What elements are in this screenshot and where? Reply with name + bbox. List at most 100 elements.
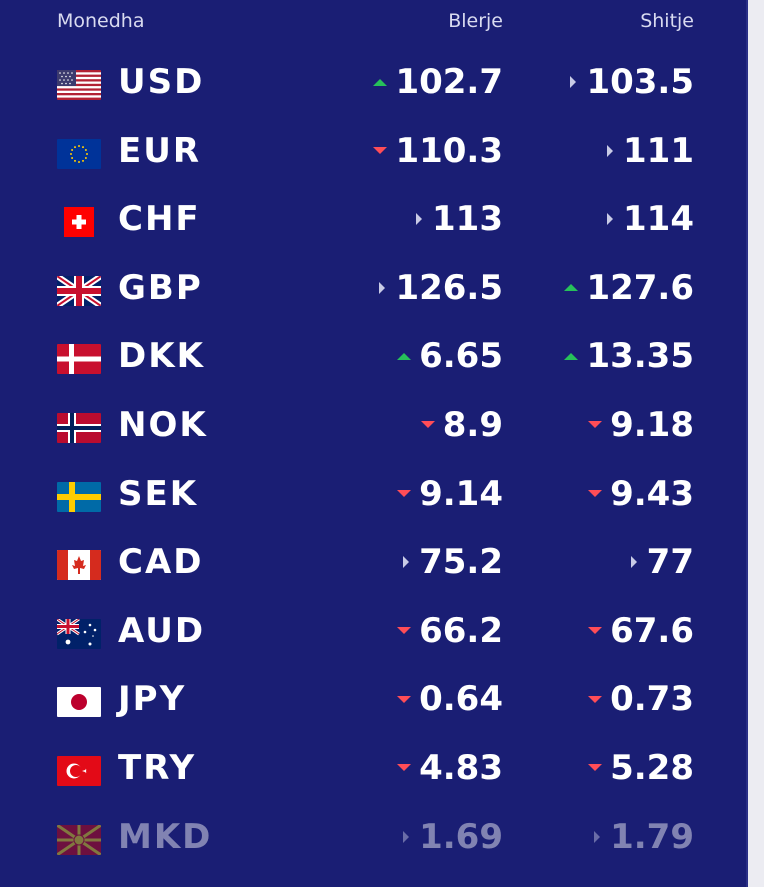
trend-down-icon	[397, 627, 412, 635]
trend-up-icon	[373, 78, 388, 86]
rate-list: USD 102.7 103.5	[0, 50, 748, 873]
currency-code: DKK	[118, 336, 205, 377]
trend-neutral-icon	[403, 556, 410, 569]
sell-value: 0.73	[610, 679, 694, 720]
trend-down-icon	[397, 490, 412, 498]
header-currency: Monedha	[57, 10, 145, 32]
sell-rate: 111	[607, 131, 694, 171]
se-flag-icon	[57, 481, 101, 512]
trend-neutral-icon	[607, 144, 614, 157]
rate-row-usd: USD 102.7 103.5	[0, 50, 748, 119]
rate-row-eur: EUR 110.3 111	[0, 119, 748, 188]
trend-neutral-icon	[570, 76, 577, 88]
sell-value: 111	[623, 130, 694, 171]
rate-row-aud: AUD 66.2 67.6	[0, 599, 748, 668]
rate-row-cad: CAD 75.2 77	[0, 530, 748, 599]
sell-rate: 9.18	[588, 405, 694, 445]
mk-flag-icon	[57, 824, 101, 855]
rate-row-gbp: GBP 126.5 127.6	[0, 256, 748, 325]
trend-neutral-icon	[594, 830, 601, 843]
table-header: Monedha Blerje Shitje	[0, 10, 748, 36]
sell-rate: 77	[630, 542, 694, 582]
au-flag-icon	[57, 618, 101, 649]
buy-value: 1.69	[419, 816, 503, 857]
trend-down-icon	[588, 627, 603, 635]
buy-value: 4.83	[419, 747, 503, 788]
buy-rate: 110.3	[373, 131, 503, 171]
no-flag-icon	[57, 412, 101, 443]
sell-rate: 127.6	[564, 268, 694, 308]
currency-code: AUD	[118, 610, 206, 651]
buy-rate: 8.9	[420, 404, 503, 445]
buy-value: 102.7	[395, 62, 503, 102]
trend-down-icon	[588, 490, 603, 498]
trend-neutral-icon	[379, 281, 386, 294]
tr-flag-icon	[57, 755, 101, 786]
buy-rate: 6.65	[397, 336, 503, 376]
currency-code: GBP	[118, 267, 203, 308]
currency-code: MKD	[118, 816, 213, 857]
rate-row-sek: SEK 9.14 9.43	[0, 462, 748, 531]
buy-rate: 1.69	[403, 817, 503, 857]
buy-rate: 4.83	[397, 748, 503, 788]
trend-down-icon	[588, 695, 603, 703]
ch-flag-icon	[57, 207, 101, 238]
rate-row-chf: CHF 113 114	[0, 187, 748, 256]
currency-code: USD	[118, 62, 205, 102]
buy-value: 126.5	[395, 267, 503, 308]
trend-down-icon	[420, 421, 435, 429]
sell-rate: 103.5	[570, 62, 694, 102]
trend-neutral-icon	[607, 213, 614, 226]
trend-down-icon	[588, 421, 603, 429]
trend-up-icon	[397, 352, 412, 360]
rate-row-jpy: JPY 0.64 0.73	[0, 667, 748, 736]
sell-value: 5.28	[610, 747, 694, 788]
gb-flag-icon	[57, 275, 101, 306]
buy-value: 75.2	[419, 542, 503, 583]
buy-value: 9.14	[419, 473, 503, 514]
page-edge	[748, 0, 764, 887]
sell-value: 1.79	[610, 816, 694, 857]
sell-value: 67.6	[610, 610, 694, 651]
eu-flag-icon	[57, 138, 101, 169]
trend-neutral-icon	[630, 556, 637, 569]
buy-value: 110.3	[395, 130, 503, 171]
buy-value: 8.9	[442, 404, 503, 445]
currency-code: EUR	[118, 130, 202, 171]
buy-rate: 113	[416, 199, 503, 239]
currency-code: JPY	[118, 679, 187, 720]
buy-value: 0.64	[419, 679, 503, 720]
currency-code: CAD	[118, 542, 204, 583]
dk-flag-icon	[57, 344, 101, 375]
currency-code: TRY	[118, 747, 197, 788]
currency-code: CHF	[118, 199, 201, 240]
sell-rate: 9.43	[588, 474, 694, 514]
trend-up-icon	[564, 284, 579, 292]
rate-row-try: TRY 4.83 5.28	[0, 736, 748, 805]
header-buy: Blerje	[448, 10, 503, 32]
jp-flag-icon	[57, 687, 101, 718]
sell-rate: 1.79	[594, 817, 694, 857]
sell-rate: 5.28	[588, 748, 694, 788]
trend-neutral-icon	[403, 830, 410, 843]
us-flag-icon	[57, 70, 101, 100]
trend-up-icon	[564, 352, 579, 360]
buy-rate: 0.64	[397, 679, 503, 719]
buy-value: 66.2	[419, 610, 503, 651]
buy-value: 6.65	[419, 336, 503, 377]
buy-rate: 126.5	[379, 268, 503, 308]
sell-rate: 13.35	[564, 336, 694, 376]
sell-value: 103.5	[586, 62, 694, 102]
sell-value: 13.35	[586, 336, 694, 377]
rate-row-dkk: DKK 6.65 13.35	[0, 324, 748, 393]
sell-value: 127.6	[586, 267, 694, 308]
sell-value: 9.18	[610, 404, 694, 445]
buy-rate: 102.7	[373, 62, 503, 102]
header-sell: Shitje	[640, 10, 694, 32]
currency-code: SEK	[118, 473, 199, 514]
buy-rate: 75.2	[403, 542, 503, 582]
trend-neutral-icon	[416, 213, 423, 226]
sell-rate: 114	[607, 199, 694, 239]
trend-down-icon	[397, 764, 412, 772]
rate-row-nok: NOK 8.9 9.18	[0, 393, 748, 462]
